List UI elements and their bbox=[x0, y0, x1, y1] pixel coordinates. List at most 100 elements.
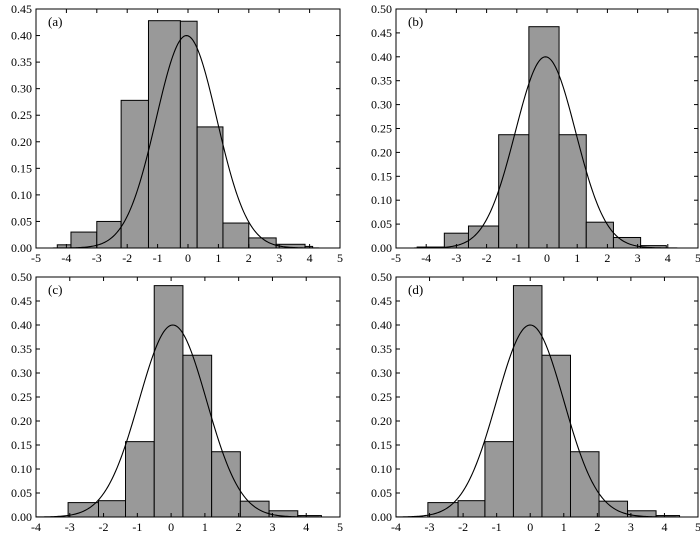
histogram-bar bbox=[558, 134, 587, 249]
x-tick-label: 3 bbox=[269, 520, 275, 534]
y-tick-label: 0.50 bbox=[371, 2, 392, 16]
x-tick-label: -1 bbox=[512, 251, 522, 265]
histogram-bar bbox=[125, 441, 155, 518]
y-tick-label: 0.15 bbox=[11, 161, 32, 175]
x-tick-label: 5 bbox=[695, 251, 700, 265]
y-tick-label: 0.00 bbox=[11, 241, 32, 255]
histogram-bar bbox=[196, 126, 224, 249]
x-tick-label: 4 bbox=[661, 520, 667, 534]
histogram-bar bbox=[179, 20, 198, 249]
x-tick-label: -2 bbox=[482, 251, 492, 265]
histogram-bar bbox=[147, 20, 181, 249]
x-tick-label: 3 bbox=[276, 251, 282, 265]
y-tick-label: 0.35 bbox=[371, 342, 392, 356]
histogram-bar bbox=[528, 26, 560, 249]
y-tick-label: 0.35 bbox=[11, 342, 32, 356]
x-tick-label: 0 bbox=[185, 251, 191, 265]
x-tick-label: -5 bbox=[31, 251, 41, 265]
histogram-bar bbox=[598, 500, 629, 518]
y-tick-label: 0.05 bbox=[11, 214, 32, 228]
x-tick-label: 0 bbox=[527, 520, 533, 534]
y-tick-label: 0.20 bbox=[371, 145, 392, 159]
x-tick-label: 5 bbox=[337, 520, 343, 534]
x-tick-label: -3 bbox=[425, 520, 435, 534]
panel-a: -5 -4 -3 -2 -1 0 1 2 3 4 5 0.00 0.05 0.10 0.15 0.20 0.25… bbox=[11, 2, 343, 265]
histogram-bar bbox=[569, 451, 600, 518]
y-tick-label: 0.50 bbox=[371, 270, 392, 284]
x-tick-label: -2 bbox=[99, 520, 109, 534]
x-tick-label: 1 bbox=[202, 520, 208, 534]
x-tick-label: 2 bbox=[594, 520, 600, 534]
x-tick-label: 1 bbox=[215, 251, 221, 265]
histogram-bar bbox=[182, 354, 213, 518]
x-tick-label: 0 bbox=[544, 251, 550, 265]
histogram-bar bbox=[153, 285, 184, 518]
x-tick-label: 1 bbox=[561, 520, 567, 534]
normal-curve bbox=[36, 35, 340, 249]
panel-d: -4 -3 -2 -1 0 1 2 3 4 5 0.00 0.05 0.10 0.15 0.20 0.25 0.… bbox=[371, 270, 700, 534]
y-tick-label: 0.30 bbox=[371, 98, 392, 112]
x-tick-label: 2 bbox=[246, 251, 252, 265]
y-tick-label: 0.15 bbox=[371, 169, 392, 183]
x-tick-label: 3 bbox=[628, 520, 634, 534]
y-tick-label: 0.40 bbox=[371, 50, 392, 64]
y-tick-label: 0.10 bbox=[371, 193, 392, 207]
x-tick-label: 5 bbox=[337, 251, 343, 265]
x-tick-label: -4 bbox=[61, 251, 71, 265]
y-tick-label: 0.00 bbox=[371, 510, 392, 524]
y-tick-label: 0.15 bbox=[371, 438, 392, 452]
y-tick-label: 0.20 bbox=[371, 414, 392, 428]
y-tick-label: 0.40 bbox=[11, 318, 32, 332]
histogram-bar bbox=[427, 502, 459, 518]
histogram-bar bbox=[222, 222, 250, 249]
y-tick-label: 0.40 bbox=[11, 29, 32, 43]
histogram-bar bbox=[457, 500, 486, 518]
histogram-bar bbox=[248, 237, 277, 249]
histogram-bar bbox=[97, 500, 127, 518]
x-tick-label: -4 bbox=[31, 520, 41, 534]
x-tick-label: -2 bbox=[458, 520, 468, 534]
x-tick-label: -5 bbox=[391, 251, 401, 265]
y-tick-label: 0.00 bbox=[371, 241, 392, 255]
x-tick-label: 3 bbox=[635, 251, 641, 265]
y-tick-label: 0.45 bbox=[11, 294, 32, 308]
x-tick-label: 4 bbox=[303, 520, 309, 534]
x-tick-label: -4 bbox=[421, 251, 431, 265]
y-tick-label: 0.10 bbox=[11, 462, 32, 476]
x-tick-label: 4 bbox=[665, 251, 671, 265]
x-tick-label: 2 bbox=[236, 520, 242, 534]
y-tick-label: 0.45 bbox=[371, 26, 392, 40]
y-tick-label: 0.25 bbox=[11, 390, 32, 404]
y-tick-label: 0.25 bbox=[11, 108, 32, 122]
histogram-bar bbox=[484, 441, 514, 518]
x-tick-label: -1 bbox=[132, 520, 142, 534]
histogram-bar bbox=[541, 354, 571, 518]
y-tick-label: 0.40 bbox=[371, 318, 392, 332]
histogram-bar bbox=[239, 500, 270, 518]
y-tick-label: 0.20 bbox=[11, 414, 32, 428]
y-tick-label: 0.30 bbox=[11, 366, 32, 380]
x-tick-label: -1 bbox=[153, 251, 163, 265]
y-tick-label: 0.05 bbox=[371, 486, 392, 500]
histogram-bar bbox=[512, 285, 543, 518]
y-tick-label: 0.30 bbox=[371, 366, 392, 380]
panel-label: (c) bbox=[48, 282, 62, 297]
histogram-bar bbox=[498, 134, 530, 249]
y-tick-label: 0.45 bbox=[371, 294, 392, 308]
y-tick-label: 0.15 bbox=[11, 438, 32, 452]
x-tick-label: -3 bbox=[92, 251, 102, 265]
y-tick-label: 0.50 bbox=[11, 270, 32, 284]
y-tick-label: 0.35 bbox=[371, 74, 392, 88]
x-tick-label: 5 bbox=[695, 520, 700, 534]
y-tick-label: 0.20 bbox=[11, 135, 32, 149]
panel-label: (b) bbox=[408, 14, 423, 29]
y-tick-label: 0.35 bbox=[11, 55, 32, 69]
x-tick-label: 2 bbox=[604, 251, 610, 265]
x-tick-label: 0 bbox=[168, 520, 174, 534]
x-tick-label: 1 bbox=[574, 251, 580, 265]
y-tick-label: 0.05 bbox=[371, 217, 392, 231]
panel-b: -5 -4 -3 -2 -1 0 1 2 3 4 5 0.00 0.05 0.10 0.15 0.20 0.25… bbox=[371, 2, 700, 265]
y-tick-label: 0.25 bbox=[371, 122, 392, 136]
y-tick-label: 0.10 bbox=[11, 188, 32, 202]
